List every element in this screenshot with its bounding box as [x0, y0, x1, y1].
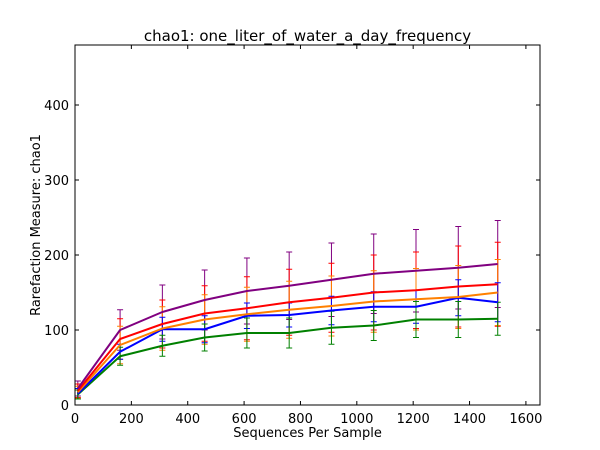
chart-title: chao1: one_liter_of_water_a_day_frequenc… [144, 27, 471, 46]
y-axis-title: Rarefaction Measure: chao1 [29, 134, 44, 316]
series-layer [74, 220, 501, 400]
x-axis-title: Sequences Per Sample [233, 426, 382, 441]
series-line-0 [77, 263, 498, 390]
y-tick-label: 200 [44, 249, 69, 264]
series-line-2 [77, 291, 498, 393]
x-tick-label: 1000 [340, 412, 373, 427]
x-tick-label: 0 [71, 412, 79, 427]
y-tick-label: 0 [61, 399, 69, 414]
plot-frame [74, 44, 541, 406]
x-tick-label: 1200 [397, 412, 430, 427]
y-tick-label: 300 [44, 174, 69, 189]
series-line-1 [77, 283, 498, 392]
series-line-3 [77, 296, 498, 395]
x-tick-label: 400 [175, 412, 200, 427]
x-tick-label: 800 [288, 412, 313, 427]
x-tick-label: 1400 [453, 412, 486, 427]
x-tick-label: 1600 [509, 412, 542, 427]
x-tick-label: 600 [232, 412, 257, 427]
x-tick-label: 200 [119, 412, 144, 427]
y-tick-label: 400 [44, 99, 69, 114]
y-tick-label: 100 [44, 324, 69, 339]
ticks-layer: 0 200 400 600 800 1000 1200 1400 1600 0 100 200 300 4… [44, 45, 542, 427]
series-line-4 [77, 317, 498, 396]
